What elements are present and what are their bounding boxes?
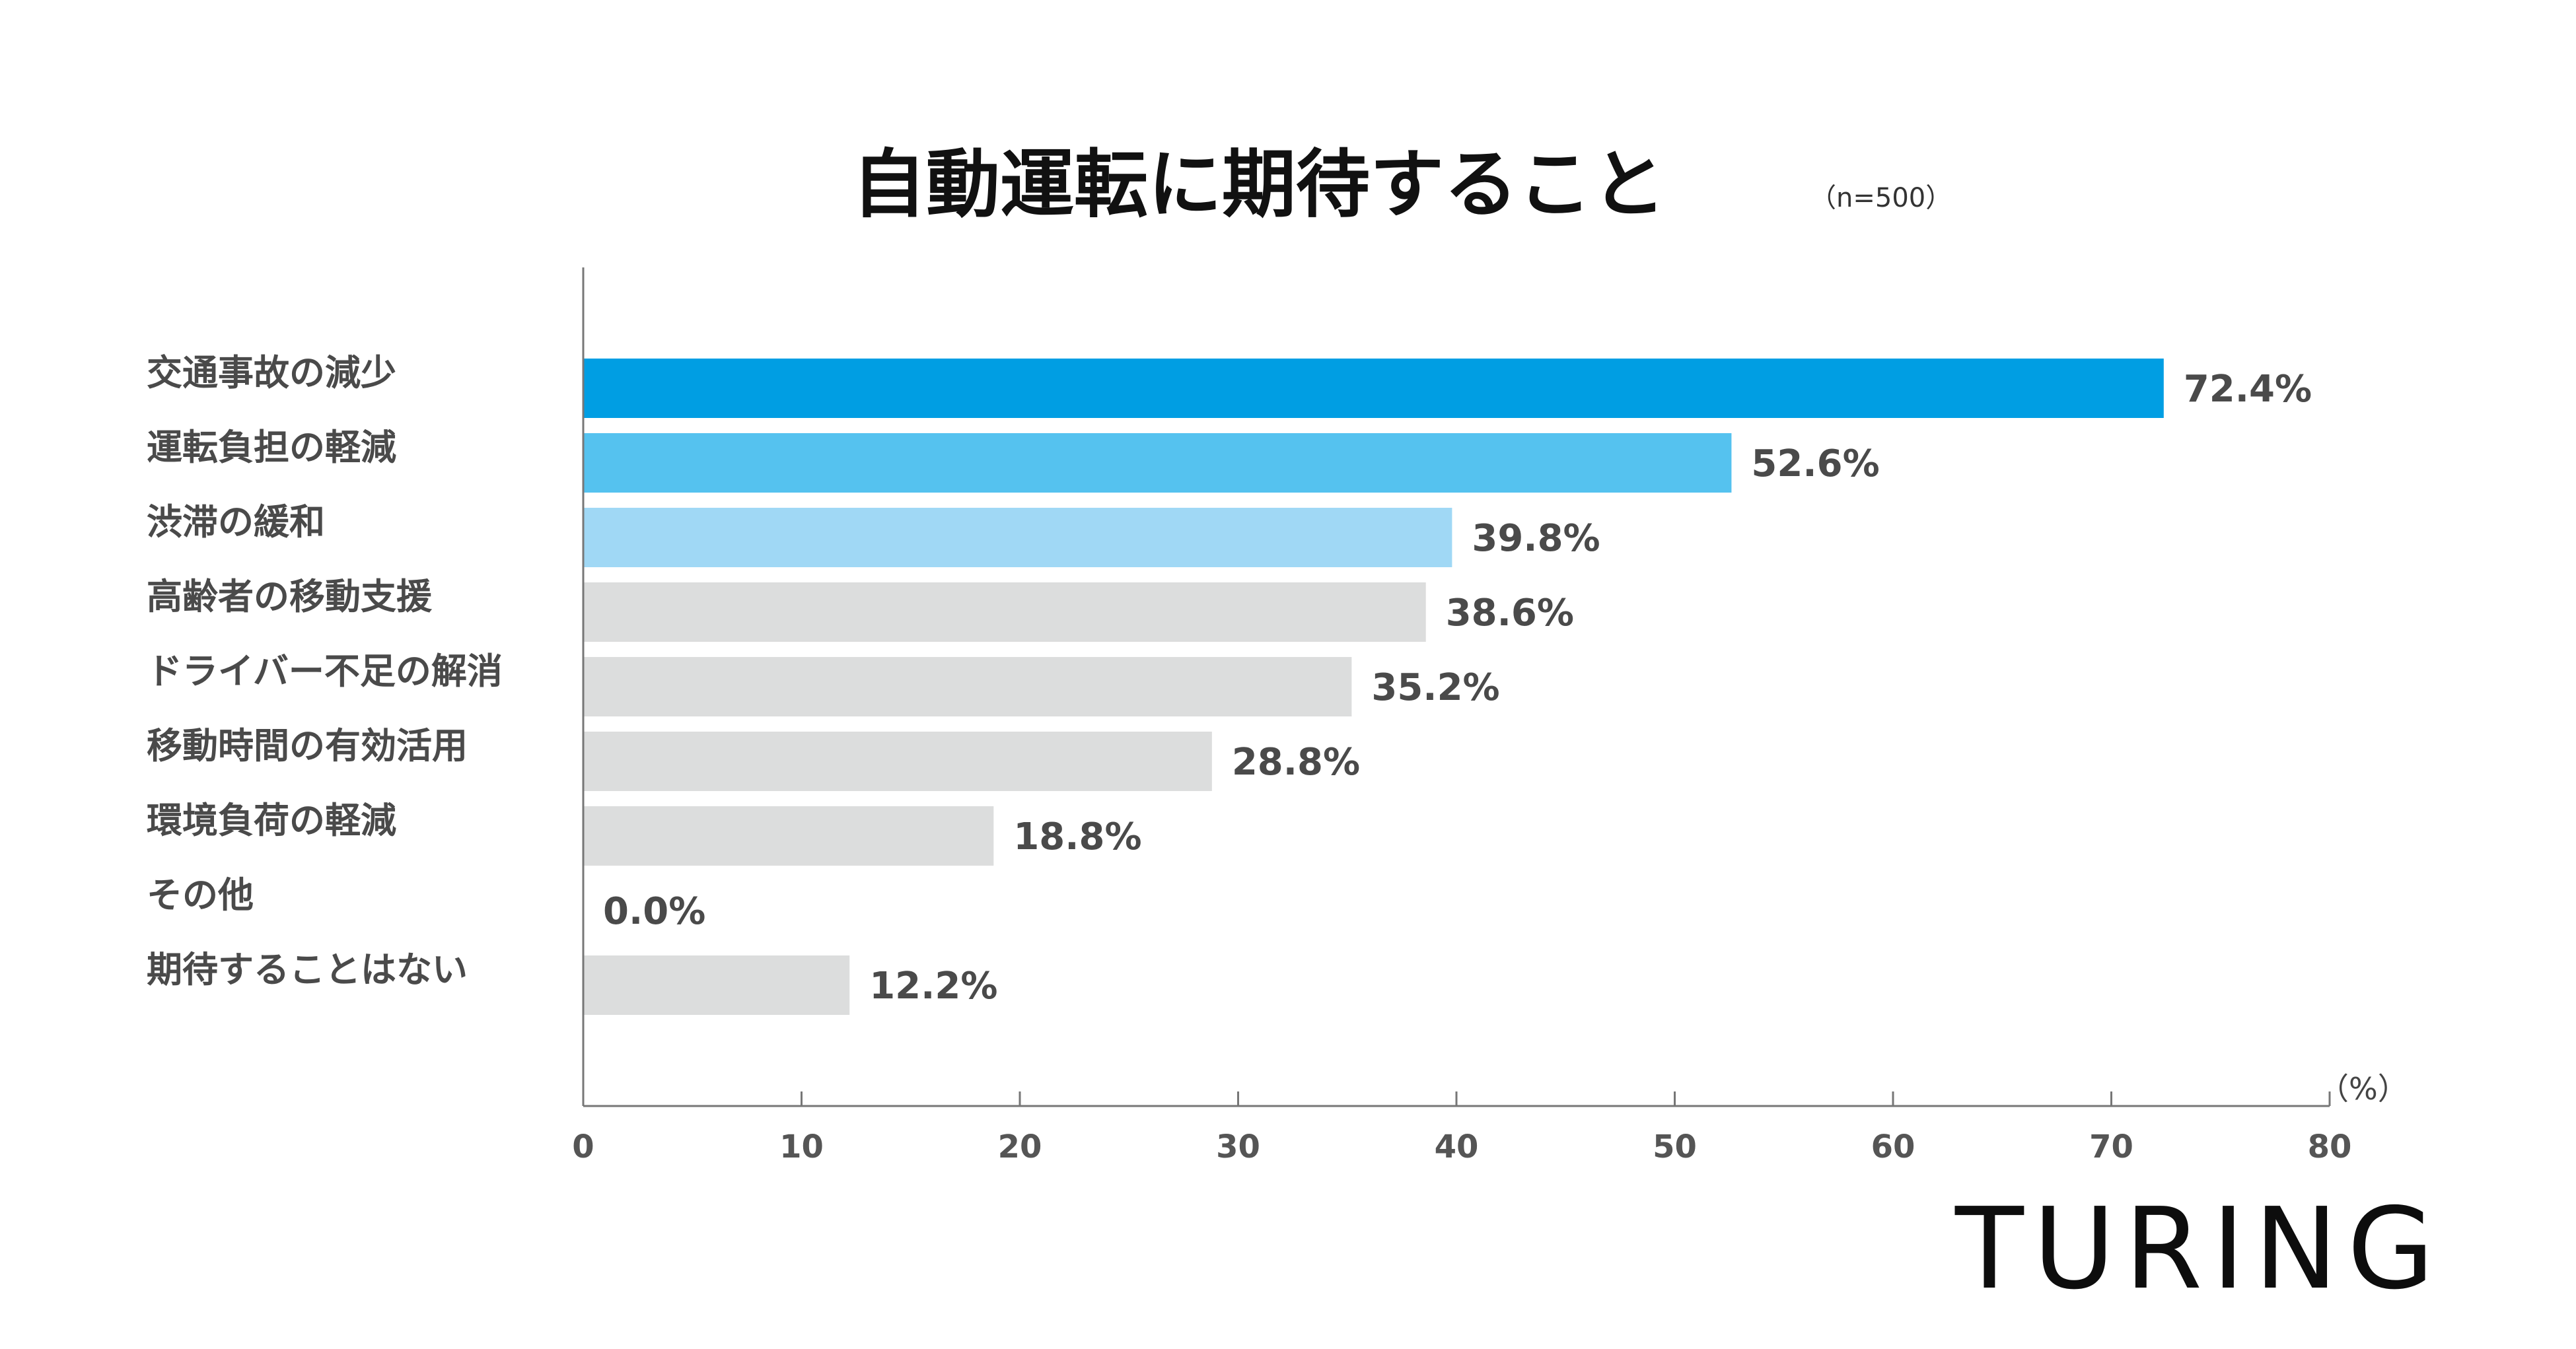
bar xyxy=(583,359,2164,418)
value-label: 52.6% xyxy=(1751,442,1879,485)
value-label: 0.0% xyxy=(603,890,705,933)
category-label: 期待することはない xyxy=(147,949,468,990)
x-tick-label: 30 xyxy=(1216,1128,1260,1165)
bar xyxy=(583,806,994,866)
turing-logo: TURING xyxy=(1954,1184,2443,1315)
category-label: 環境負荷の軽減 xyxy=(147,800,396,841)
value-label: 35.2% xyxy=(1371,666,1499,709)
category-label: その他 xyxy=(147,874,254,916)
sample-size-note: （n=500） xyxy=(1810,183,1952,213)
x-tick-label: 10 xyxy=(779,1128,824,1165)
category-label: 移動時間の有効活用 xyxy=(147,725,468,767)
bar xyxy=(583,582,1426,642)
x-tick-label: 80 xyxy=(2308,1128,2352,1165)
value-label: 18.8% xyxy=(1013,815,1141,858)
bar xyxy=(583,955,850,1015)
x-tick-label: 60 xyxy=(1871,1128,1915,1165)
x-tick-label: 50 xyxy=(1653,1128,1697,1165)
value-label: 38.6% xyxy=(1446,592,1574,635)
x-tick-label: 40 xyxy=(1435,1128,1479,1165)
category-label: 運転負担の軽減 xyxy=(147,427,396,468)
bar xyxy=(583,433,1732,493)
value-label: 28.8% xyxy=(1232,741,1360,784)
value-label: 12.2% xyxy=(869,965,997,1008)
bar xyxy=(583,508,1452,567)
category-labels: 交通事故の減少運転負担の軽減渋滞の緩和高齢者の移動支援ドライバー不足の解消移動時… xyxy=(147,352,503,990)
category-label: 交通事故の減少 xyxy=(147,352,396,394)
category-label: 渋滞の緩和 xyxy=(147,501,325,543)
chart-title: 自動運転に期待すること xyxy=(852,142,1666,228)
value-label: 39.8% xyxy=(1472,517,1600,560)
x-tick-label: 0 xyxy=(572,1128,594,1165)
category-label: ドライバー不足の解消 xyxy=(147,650,503,692)
value-label: 72.4% xyxy=(2184,368,2312,411)
x-tick-label: 70 xyxy=(2089,1128,2133,1165)
x-axis-unit-label: （%） xyxy=(2318,1071,2408,1107)
value-labels: 72.4% 52.6% 39.8% 38.6% 35.2% 28.8% 18.8% 0.0% 1… xyxy=(603,368,2312,1008)
bar xyxy=(583,657,1352,716)
bars-layer xyxy=(583,359,2164,1015)
bar xyxy=(583,732,1212,791)
category-label: 高齢者の移動支援 xyxy=(147,576,433,617)
x-axis-ticks: 0 10 20 30 40 50 60 70 80 xyxy=(572,1091,2351,1165)
x-tick-label: 20 xyxy=(998,1128,1042,1165)
